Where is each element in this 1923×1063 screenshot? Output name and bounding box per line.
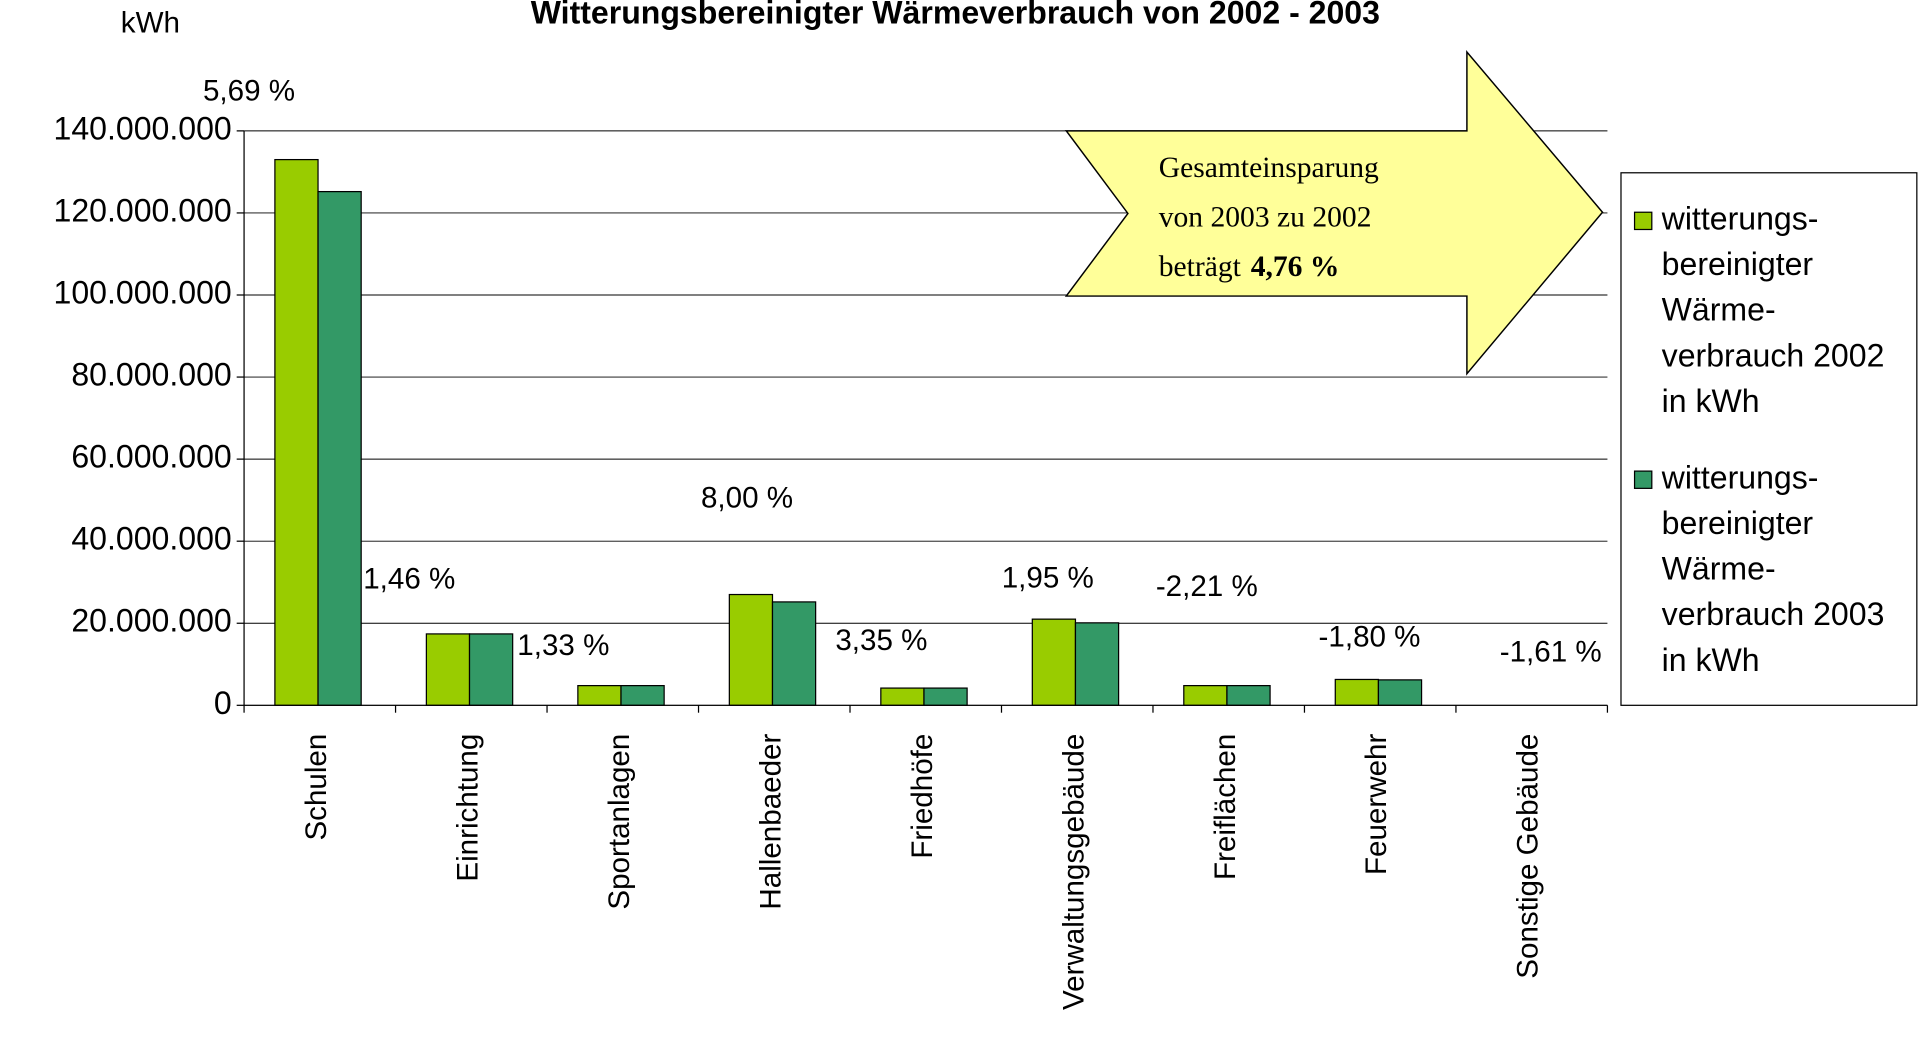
x-tick-label: Sonstige Gebäude [1512,734,1545,979]
x-tick-label: Feuerwehr [1360,734,1393,876]
legend-box [1620,172,1918,706]
bar [880,687,925,706]
plot-area: 0 20.000.000 40.000.000 60.000.000 80.000.00… [54,74,1609,1010]
bar [1226,684,1271,706]
y-tick-label: 60.000.000 [71,439,231,475]
legend-label: witterungs- bereinigter Wärme- verbrauch… [1661,458,1885,679]
bar [923,687,968,706]
legend-item: witterungs- bereinigter Wärme- verbrauch… [1661,199,1885,420]
x-tick-label: Verwaltungsgebäude [1057,734,1090,1010]
change-label: 1,46 % [363,563,455,596]
legend-item: witterungs- bereinigter Wärme- verbrauch… [1661,458,1885,679]
callout-line: beträgt 4,76 % [1159,251,1340,283]
bar [620,684,665,706]
change-label: 3,35 % [835,624,927,657]
x-tick-label: Friedhöfe [906,734,939,859]
bar [1334,678,1380,706]
y-tick-label: 20.000.000 [71,603,231,639]
legend-swatch [1633,470,1653,489]
y-tick-label: 100.000.000 [54,274,232,310]
change-label: -2,21 % [1156,570,1258,603]
x-tick-label: Schulen [300,734,333,841]
x-tick-label: Freiflächen [1209,734,1242,880]
bar [274,158,319,706]
bar [1074,622,1120,706]
y-tick-label: 120.000.000 [54,192,232,228]
x-tick-label: Sportanlagen [603,734,636,910]
bar [577,684,622,706]
callout-arrow [1064,49,1604,376]
callout-line: beträgt [1159,251,1242,283]
legend-swatch [1633,211,1653,231]
change-label: 8,00 % [701,481,793,514]
bar [468,633,514,706]
bar [317,190,362,706]
bar [771,601,817,706]
x-tick-label: Hallenbaeder [754,734,787,910]
y-tick-label: 140.000.000 [54,110,232,146]
change-label: 1,33 % [517,629,609,662]
y-axis-label: kWh [121,7,180,40]
bar [728,593,774,706]
callout-line: Gesamteinsparung [1159,152,1379,184]
change-label: -1,80 % [1319,621,1421,654]
bar [1183,684,1228,706]
change-label: 5,69 % [203,74,295,107]
y-tick-label: 0 [214,685,232,721]
change-label: -1,61 % [1500,635,1602,668]
y-tick-label: 40.000.000 [71,521,231,557]
change-label: 1,95 % [1002,561,1094,594]
bar [425,633,471,706]
legend: witterungs- bereinigter Wärme- verbrauch… [1633,199,1885,679]
x-tick-label: Einrichtung [451,734,484,882]
y-tick-label: 80.000.000 [71,357,231,393]
callout-highlight: 4,76 % [1251,251,1340,283]
bar [1377,679,1423,706]
chart-title: Witterungsbereinigter Wärmeverbrauch von… [531,0,1380,30]
callout-line: von 2003 zu 2002 [1159,201,1372,233]
legend-label: witterungs- bereinigter Wärme- verbrauch… [1661,199,1885,420]
bar [1031,618,1077,706]
